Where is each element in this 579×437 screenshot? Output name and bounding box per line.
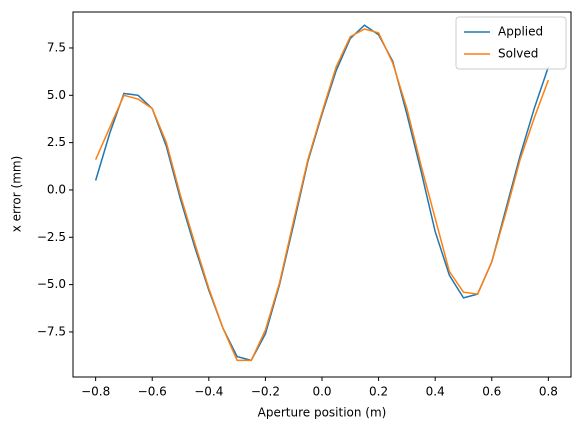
x-tick-label: −0.2	[251, 385, 280, 399]
x-tick-label: −0.4	[194, 385, 223, 399]
y-tick-label: 7.5	[47, 40, 66, 54]
x-tick-label: −0.8	[81, 385, 110, 399]
data-line	[94, 24, 550, 362]
legend-label: Applied	[498, 25, 543, 39]
y-tick-label: 2.5	[47, 135, 66, 149]
x-tick-label: 0.0	[312, 385, 331, 399]
y-axis-label: x error (mm)	[10, 156, 24, 233]
y-tick-label: −2.5	[37, 230, 66, 244]
x-tick-label: −0.6	[138, 385, 167, 399]
x-tick-label: 0.8	[539, 385, 558, 399]
x-tick-label: 0.6	[482, 385, 501, 399]
y-tick-label: −5.0	[37, 277, 66, 291]
y-tick-label: 5.0	[47, 88, 66, 102]
x-axis-label: Aperture position (m)	[258, 406, 387, 420]
y-tick-label: 0.0	[47, 182, 66, 196]
plot-frame	[72, 11, 572, 378]
legend-box	[455, 16, 567, 70]
legend-label: Solved	[498, 47, 538, 61]
x-tick-label: 0.4	[426, 385, 445, 399]
x-tick-label: 0.2	[369, 385, 388, 399]
data-line	[94, 28, 550, 362]
y-tick-label: −7.5	[37, 324, 66, 338]
